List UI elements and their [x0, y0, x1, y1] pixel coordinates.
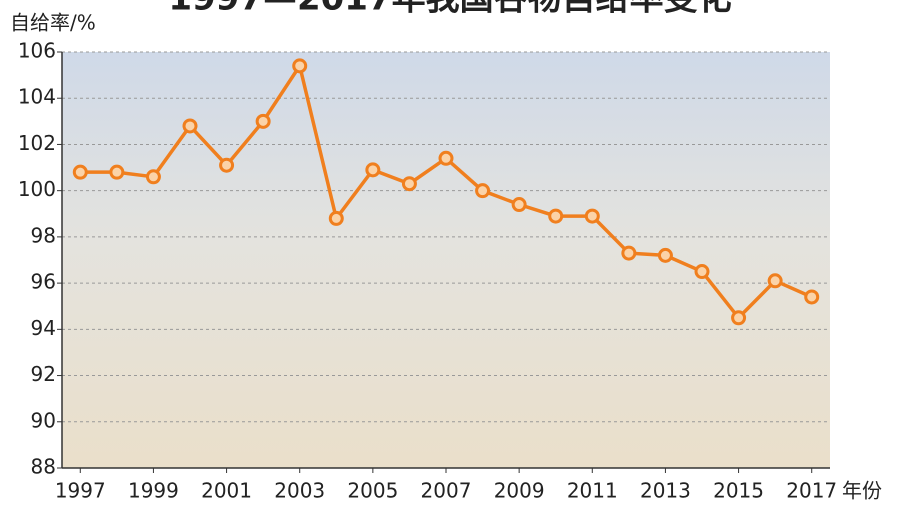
data-point	[475, 183, 491, 199]
y-tick-label: 102	[18, 131, 56, 155]
x-axis-label: 年份	[842, 479, 882, 503]
y-tick-label: 106	[18, 39, 56, 63]
data-point	[694, 264, 710, 280]
data-point	[438, 150, 454, 166]
data-point	[804, 289, 820, 305]
data-point	[182, 118, 198, 134]
x-tick-label: 1999	[128, 479, 179, 503]
data-point	[767, 273, 783, 289]
data-point	[584, 208, 600, 224]
plot-background	[62, 52, 830, 468]
data-point	[621, 245, 637, 261]
data-point	[731, 310, 747, 326]
y-tick-label: 100	[18, 177, 56, 201]
data-point	[511, 197, 527, 213]
y-tick-label: 92	[31, 362, 56, 386]
data-point	[219, 157, 235, 173]
data-point	[145, 169, 161, 185]
x-tick-label: 2011	[567, 479, 618, 503]
x-tick-label: 2009	[494, 479, 545, 503]
y-tick-label: 96	[31, 270, 56, 294]
x-tick-label: 2017	[786, 479, 837, 503]
data-point	[548, 208, 564, 224]
x-tick-label: 2005	[347, 479, 398, 503]
data-point	[365, 162, 381, 178]
y-tick-label: 98	[31, 223, 56, 247]
x-tick-label: 1997	[55, 479, 106, 503]
data-point	[328, 210, 344, 226]
y-tick-label: 90	[31, 408, 56, 432]
x-tick-label: 2007	[421, 479, 472, 503]
data-point	[109, 164, 125, 180]
data-point	[255, 113, 271, 129]
y-tick-label: 104	[18, 85, 56, 109]
x-tick-label: 2015	[713, 479, 764, 503]
data-point	[401, 176, 417, 192]
data-point	[657, 247, 673, 263]
y-tick-label: 88	[31, 455, 56, 479]
data-point	[292, 58, 308, 74]
y-axis-label: 自给率/%	[10, 11, 96, 35]
y-tick-label: 94	[31, 316, 56, 340]
x-tick-label: 2001	[201, 479, 252, 503]
data-point	[72, 164, 88, 180]
x-tick-label: 2013	[640, 479, 691, 503]
x-tick-label: 2003	[274, 479, 325, 503]
chart-title: 1997—2017年我国谷物自给率变化	[168, 0, 731, 19]
